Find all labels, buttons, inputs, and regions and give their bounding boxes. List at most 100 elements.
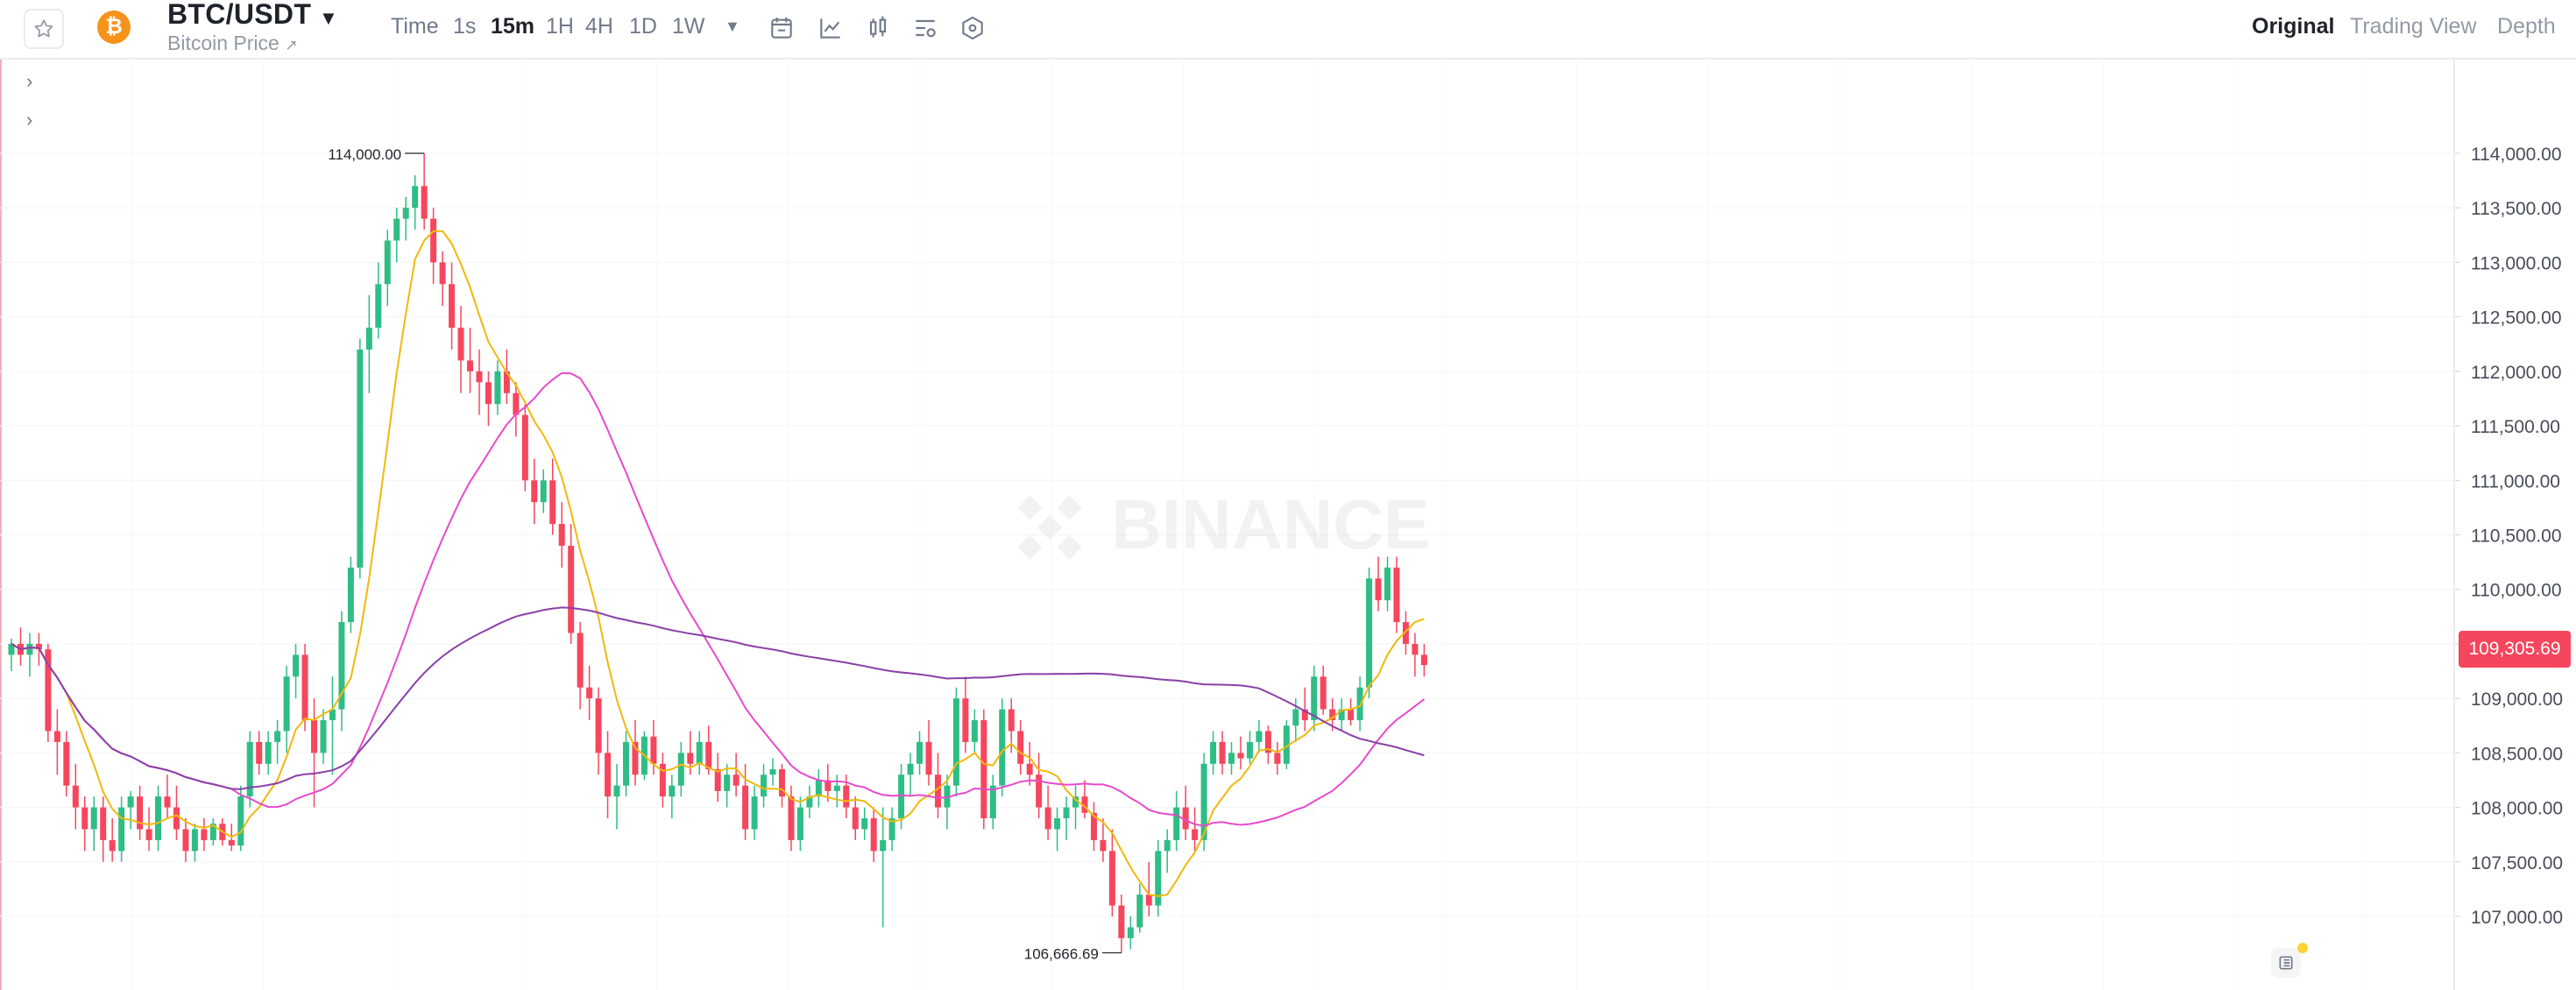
y-axis-tick-label: 110,000.00 [2471,581,2562,601]
timeframe-4h[interactable]: 4H [585,14,613,39]
candle-body [898,774,905,819]
candle-body [494,371,501,405]
candle-body [1155,851,1162,906]
favorite-button[interactable] [24,9,64,49]
candle [531,458,538,525]
tab-original[interactable]: Original [2252,14,2335,39]
candle-body [714,769,721,791]
tab-depth[interactable]: Depth [2497,14,2556,39]
candle-body [1090,812,1097,840]
candle [1136,883,1143,933]
candle [439,251,446,307]
candle-body [880,839,887,852]
candle-body [347,567,354,623]
timeframe-1w[interactable]: 1W [672,14,705,39]
candle-body [769,769,776,775]
candle [393,208,400,263]
candle [265,731,272,775]
expand-panel-chevron-icon[interactable]: › [26,70,33,92]
candle [1210,731,1217,775]
candle-body [449,284,456,329]
pair-subtitle-link[interactable]: Bitcoin Price ↗ [167,32,297,55]
candle-body [173,807,180,830]
candle [1320,665,1327,715]
candle-body [742,785,749,830]
timeframe-1d[interactable]: 1D [629,14,657,39]
candle-body [1164,839,1171,852]
candle-body [796,807,803,840]
timeframe-time[interactable]: Time [391,14,439,39]
indicator-icon[interactable] [817,14,845,42]
candle [586,665,593,721]
candle-body [1173,807,1180,840]
candle [898,763,905,830]
candle [1164,829,1171,873]
candle [137,785,144,840]
candle-body [1338,709,1345,721]
calendar-icon[interactable] [768,14,796,42]
candle-body [1219,741,1226,764]
candle-body [1072,796,1079,808]
candle-body [246,741,253,797]
candle-body [1256,731,1263,742]
candle-body [1017,731,1024,764]
candle [1393,556,1400,633]
subtitle-text: Bitcoin Price [167,32,280,54]
chart-settings-icon[interactable] [911,14,939,42]
candle [191,824,198,862]
candle-body [1108,851,1115,906]
candle-body [778,769,785,797]
candle [796,796,803,852]
candle-body [962,698,969,742]
candle-body [329,709,336,721]
orderbook-toggle-button[interactable] [2271,948,2301,978]
timeframe-1s[interactable]: 1s [453,14,477,39]
candle-body [1008,709,1015,732]
candle [81,796,88,852]
candle [237,785,244,852]
pair-title[interactable]: BTC/USDT [167,0,312,30]
candle-body [1246,741,1253,759]
candle-body [311,720,318,753]
candle [944,774,951,830]
expand-indicator-chevron-icon[interactable]: › [26,109,33,131]
candle [173,785,180,840]
timeframe-15m[interactable]: 15m [491,14,535,39]
candle-body [338,622,345,710]
candle [494,360,501,415]
candle [934,753,941,819]
binance-watermark: BINANCE [1017,485,1430,563]
timeframe-1h[interactable]: 1H [546,14,574,39]
price-annotations: 114,000.00 106,666.69 [328,146,1122,963]
chart-type-icon[interactable] [864,14,892,42]
y-axis-tick-label: 108,000.00 [2471,799,2563,819]
candle-body [999,709,1006,786]
candle-body [485,382,492,405]
candle [1155,839,1162,916]
tab-trading-view[interactable]: Trading View [2350,14,2477,39]
candle-body [1292,709,1299,726]
candle [622,731,629,797]
candle-body [1348,709,1355,721]
hexagon-settings-icon[interactable] [959,14,987,42]
candle [788,785,795,852]
caret-down-icon[interactable]: ▼ [319,7,338,29]
candle-body [375,284,382,329]
candle-body [467,360,473,371]
candle-body [1237,753,1244,759]
candle-body [1320,676,1327,710]
y-axis-tick-label: 109,000.00 [2471,689,2563,710]
candle [732,753,740,797]
candle [724,763,731,808]
candle [8,638,15,672]
candle [1072,785,1079,830]
bitcoin-logo-icon: ₿ [97,11,131,44]
candle-body [1036,774,1043,808]
candle [109,818,116,862]
candle-body [1402,622,1409,644]
candle [485,371,492,427]
timeframe-more-icon[interactable]: ▼ [725,18,740,35]
ma-short-line [11,230,1425,897]
candle-body [1264,731,1271,753]
